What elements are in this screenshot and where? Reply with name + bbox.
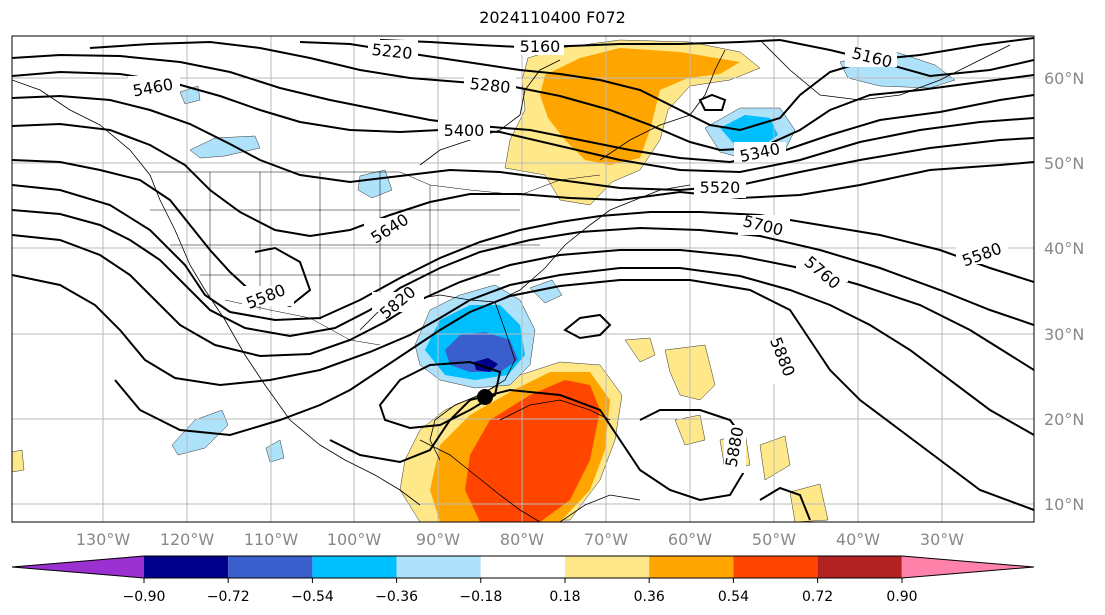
lon-label: 60°W — [668, 530, 712, 549]
graticule — [12, 36, 1034, 522]
coastline-hudson — [419, 59, 561, 166]
colorbar-segment — [144, 556, 229, 578]
positive-anomaly-atlantic-5 — [759, 435, 791, 481]
colorbar-tick-label: 0.18 — [549, 589, 580, 605]
border-states-1 — [209, 172, 431, 320]
contour-labrador-loop — [698, 93, 727, 111]
contour-label: 5400 — [444, 121, 485, 140]
lon-label: 50°W — [752, 530, 796, 549]
colorbar-segment — [902, 556, 1034, 578]
lon-label: 80°W — [500, 530, 544, 549]
positive-anomaly-atlantic-7 — [12, 449, 25, 473]
contour-label: 5220 — [371, 40, 413, 63]
contour-5160 — [379, 39, 1034, 78]
colorbar-tick-label: 0.54 — [718, 589, 749, 605]
colorbar-segment — [565, 556, 650, 578]
colorbar-tick-label: −0.36 — [375, 589, 418, 605]
contour-5880 — [329, 388, 811, 521]
contour-gulf-loop — [378, 360, 502, 430]
lon-label: 70°W — [584, 530, 628, 549]
lat-label: 50°N — [1044, 154, 1084, 173]
contour-labels: 5220 5160 5460 5280 5400 5160 5340 5520 … — [128, 37, 1008, 473]
latitude-labels: 60°N 50°N 40°N 30°N 20°N 10°N — [1044, 69, 1084, 514]
colorbar-segment — [396, 556, 481, 578]
colorbar-tick-label: 0.36 — [634, 589, 665, 605]
contour-label: 5520 — [700, 178, 741, 197]
lon-label: 30°W — [920, 530, 964, 549]
positive-anomaly-atlantic-1 — [624, 337, 656, 363]
colorbar-segment — [12, 556, 144, 578]
colorbar-segment — [312, 556, 397, 578]
border-states-2 — [150, 209, 540, 276]
positive-anomaly-atlantic-6 — [789, 483, 829, 522]
colorbar: −0.90 −0.72 −0.54 −0.36 −0.18 0.18 0.36 … — [11, 555, 1035, 605]
colorbar-tick-label: −0.90 — [123, 589, 166, 605]
storm-center-marker — [477, 389, 493, 405]
negative-anomaly-carolina — [529, 279, 563, 304]
coastline-north-america-west — [12, 79, 421, 506]
colorbar-tick-label: 0.90 — [886, 589, 917, 605]
lon-label: 100°W — [327, 530, 382, 549]
colorbar-segment — [817, 556, 902, 578]
coastline-south-america — [559, 494, 641, 522]
lat-label: 40°N — [1044, 239, 1084, 258]
lon-label: 110°W — [244, 530, 299, 549]
contour-5760 — [12, 267, 1034, 436]
colorbar-segment — [733, 556, 818, 578]
lat-label: 10°N — [1044, 495, 1084, 514]
colorbar-tick-label: −0.54 — [291, 589, 334, 605]
coastline-cuba — [499, 399, 611, 421]
coastline-east — [494, 184, 691, 303]
negative-anomaly-bc — [189, 135, 261, 159]
colorbar-tick-label: −0.18 — [459, 589, 502, 605]
longitude-labels: 130°W 120°W 110°W 100°W 90°W 80°W 70°W 6… — [76, 530, 964, 549]
colorbar-tick-label: −0.72 — [207, 589, 250, 605]
colorbar-segment — [480, 556, 565, 578]
contour-label: 5280 — [469, 74, 511, 97]
lat-label: 20°N — [1044, 410, 1084, 429]
lon-label: 120°W — [160, 530, 215, 549]
contour-5700 — [12, 234, 1034, 371]
contour-5340 — [12, 53, 1034, 164]
map-frame — [11, 35, 1035, 523]
contour-label: 5160 — [520, 37, 561, 56]
colorbar-tick-label: 0.72 — [802, 589, 833, 605]
contour-5880-loop — [563, 313, 612, 340]
colorbar-segment — [649, 556, 734, 578]
map-title: 2024110400 F072 — [479, 8, 626, 27]
lat-label: 60°N — [1044, 69, 1084, 88]
contour-5280 — [89, 40, 1034, 152]
contour-5580 — [12, 159, 1034, 322]
contour-5460 — [12, 94, 1034, 192]
lon-label: 40°W — [836, 530, 880, 549]
colorbar-segment — [228, 556, 313, 578]
contour-5520 — [12, 122, 1034, 238]
contour-5820 — [114, 279, 1034, 511]
colorbar-ticks — [143, 578, 903, 583]
lon-label: 130°W — [76, 530, 131, 549]
coastline-central-america — [419, 439, 541, 522]
coastline-greenland — [759, 39, 1011, 101]
borders — [150, 171, 601, 346]
lat-label: 30°N — [1044, 325, 1084, 344]
lon-label: 90°W — [416, 530, 460, 549]
contour-5640 — [12, 209, 1034, 338]
positive-anomaly-caribbean-strong — [465, 380, 600, 522]
